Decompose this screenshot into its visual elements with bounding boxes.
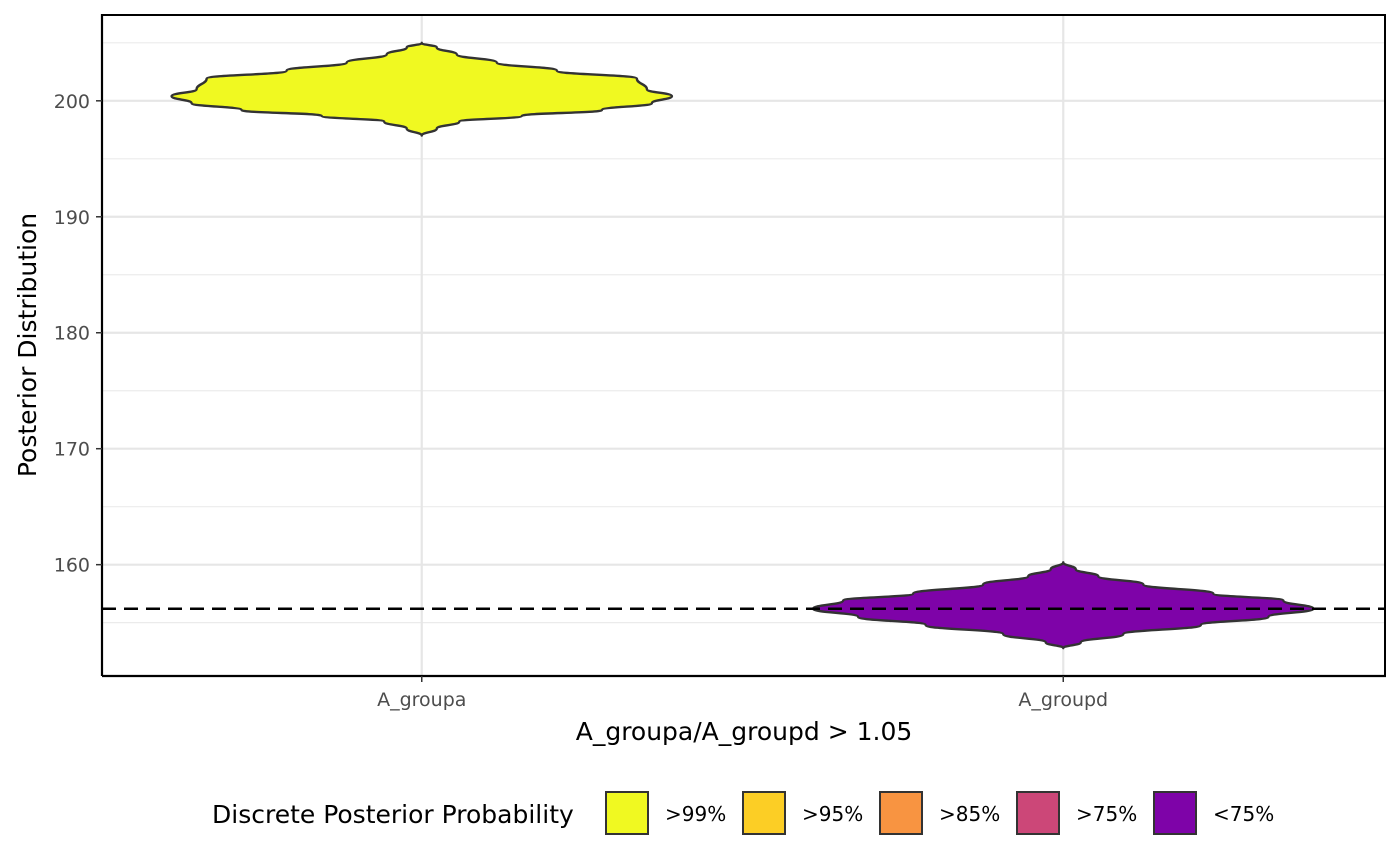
y-tick-label: 160	[54, 555, 90, 577]
legend-label: >75%	[1076, 802, 1137, 826]
x-tick-label: A_groupa	[377, 689, 466, 711]
legend-title: Discrete Posterior Probability	[212, 800, 574, 829]
x-tick-label: A_groupd	[1018, 689, 1108, 711]
violins	[170, 41, 1315, 650]
legend-label: >85%	[939, 802, 1000, 826]
y-tick-label: 180	[54, 323, 90, 345]
legend-label: >95%	[802, 802, 863, 826]
axes	[100, 14, 1386, 678]
legend-key	[879, 791, 923, 835]
legend-items: >99% >95% >85% >75% <75%	[605, 791, 1274, 835]
legend-label: <75%	[1213, 802, 1274, 826]
violin-A_groupd	[811, 561, 1315, 650]
legend-key	[605, 791, 649, 835]
legend-key	[1016, 791, 1060, 835]
legend-key	[1153, 791, 1197, 835]
y-tick-label: 170	[54, 439, 90, 461]
violin-A_groupa	[170, 41, 674, 137]
x-axis-title: A_groupa/A_groupd > 1.05	[576, 717, 913, 746]
legend: Discrete Posterior Probability >99% >95% >…	[212, 791, 1274, 835]
x-tick-labels: A_groupa A_groupd	[377, 676, 1108, 711]
y-tick-label: 190	[54, 207, 90, 229]
y-tick-label: 200	[54, 91, 90, 113]
legend-key	[742, 791, 786, 835]
legend-label: >99%	[665, 802, 726, 826]
y-tick-labels: 160 170 180 190 200	[54, 91, 102, 577]
y-axis-title: Posterior Distribution	[13, 213, 42, 477]
